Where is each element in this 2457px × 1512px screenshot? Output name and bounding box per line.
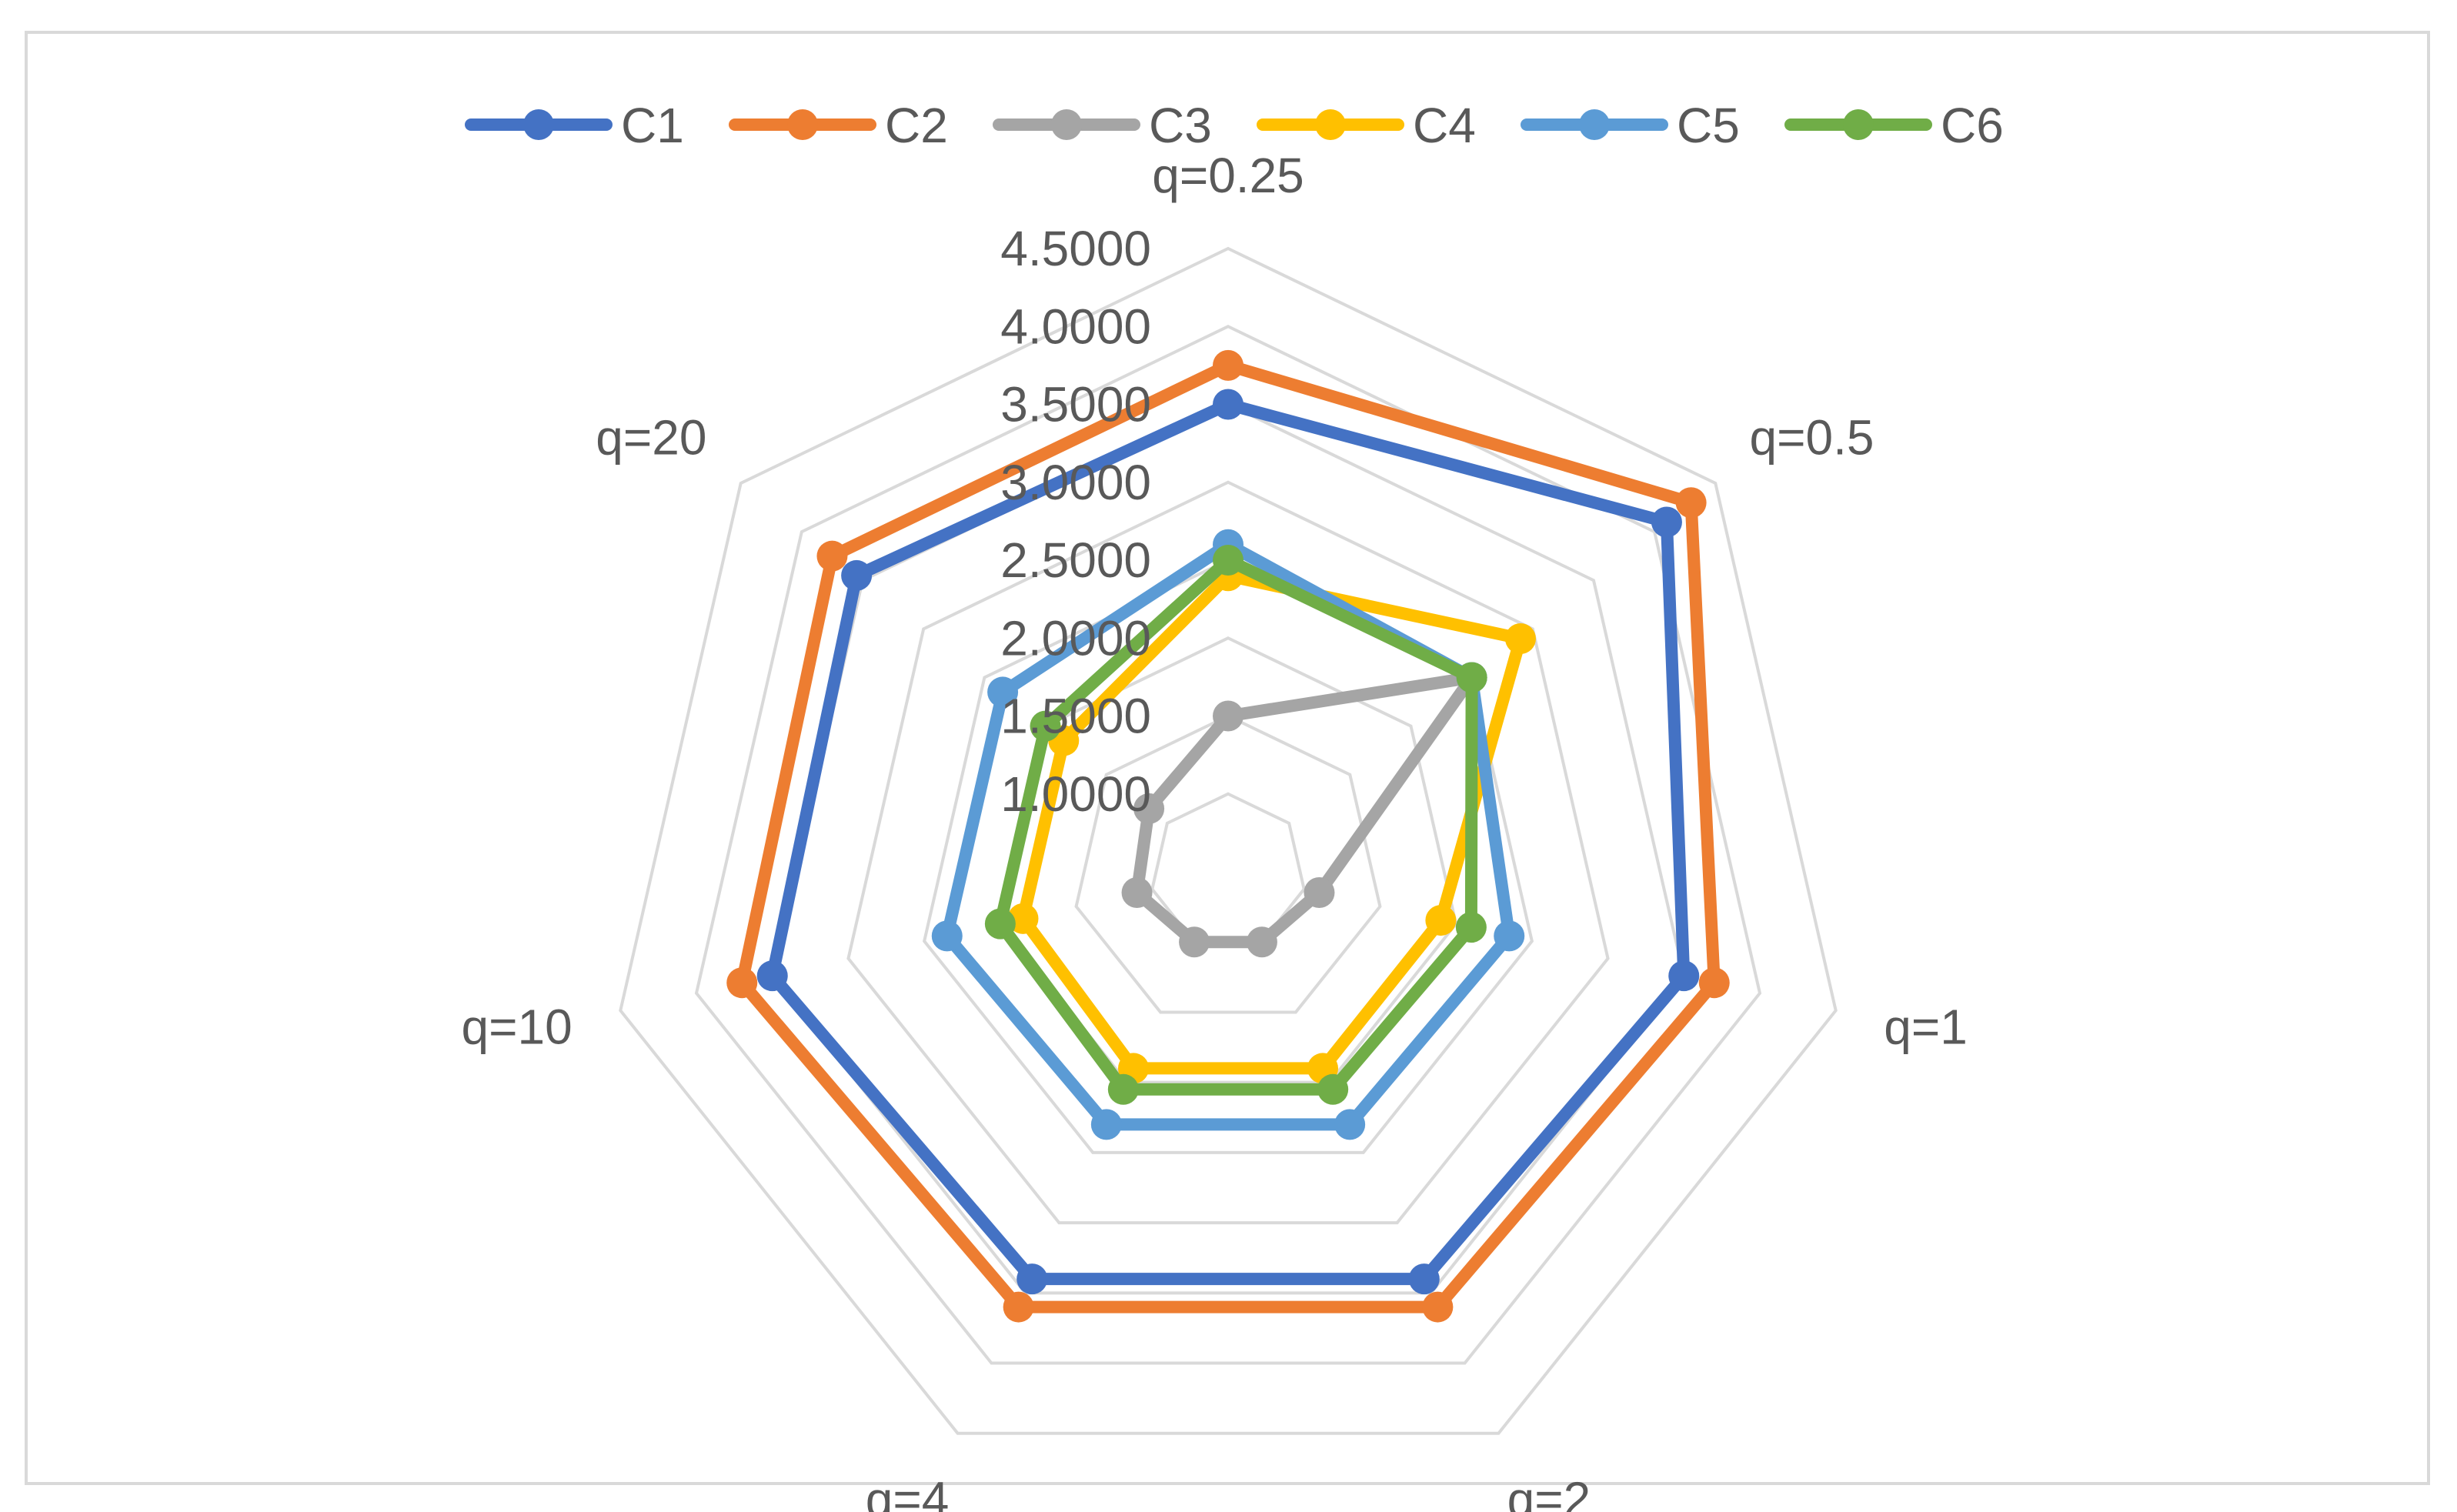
data-point: [1003, 1291, 1034, 1323]
data-point: [841, 559, 873, 591]
series-c6: [984, 545, 1487, 1105]
grid-ring: [619, 246, 1838, 1435]
data-point: [816, 540, 848, 572]
data-point: [1304, 877, 1335, 909]
radial-tick-label: 4.5000: [1000, 221, 1151, 276]
data-point: [726, 967, 758, 999]
legend-item-c4: C4: [1257, 98, 1476, 153]
data-point: [1317, 1073, 1349, 1105]
legend-swatch-marker: [1315, 109, 1346, 140]
series-c1: [756, 389, 1700, 1295]
radial-tick-label: 3.0000: [1000, 455, 1151, 510]
legend-label: C6: [1941, 98, 2004, 153]
grid-ring: [1074, 714, 1382, 1014]
data-point: [984, 908, 1016, 940]
legend-item-c3: C3: [993, 98, 1212, 153]
category-label: q=0.5: [1750, 410, 1874, 466]
chart-frame: [25, 31, 2430, 1485]
data-point: [1422, 1291, 1454, 1323]
legend-swatch-marker: [1843, 109, 1874, 140]
data-point: [1456, 662, 1487, 693]
series-line: [736, 359, 1721, 1313]
legend-swatch-marker: [523, 109, 554, 140]
legend-item-c1: C1: [465, 98, 684, 153]
legend-item-c6: C6: [1784, 98, 2004, 153]
legend-label: C2: [885, 98, 948, 153]
series-line: [1130, 671, 1478, 949]
data-point: [931, 920, 963, 952]
data-point: [1017, 1263, 1048, 1295]
series-c4: [1007, 560, 1536, 1084]
data-point: [1455, 912, 1487, 943]
data-point: [1213, 349, 1244, 381]
data-point: [1090, 1109, 1122, 1140]
grid-ring: [846, 480, 1610, 1225]
legend-swatch-marker: [787, 109, 818, 140]
category-label: q=10: [462, 999, 573, 1054]
series-line: [1017, 569, 1527, 1075]
radial-tick-label: 1.5000: [1000, 689, 1151, 744]
radial-tick-label: 2.0000: [1000, 610, 1151, 666]
legend-item-c2: C2: [729, 98, 948, 153]
category-label: q=2: [1507, 1471, 1591, 1512]
category-label: q=1: [1884, 999, 1968, 1054]
series-layer: [726, 349, 1730, 1323]
series-line: [993, 554, 1478, 1096]
data-point: [1668, 960, 1700, 992]
legend-item-c5: C5: [1521, 98, 1740, 153]
data-point: [1213, 389, 1244, 420]
legend-swatch-marker: [1051, 109, 1082, 140]
data-point: [1213, 545, 1244, 576]
radial-tick-label: 3.5000: [1000, 377, 1151, 432]
category-label: q=4: [866, 1471, 950, 1512]
data-point: [1133, 793, 1165, 824]
legend: C1 C2 C3 C4 C5 C6: [465, 98, 2004, 153]
legend-label: C3: [1149, 98, 1212, 153]
data-point: [756, 960, 788, 992]
data-point: [987, 676, 1019, 708]
data-point: [1246, 926, 1277, 958]
category-label: q=20: [596, 410, 706, 466]
radial-tick-labels: 1.0000 1.5000 2.0000 2.5000 3.0000 3.5000 4.00…: [1000, 221, 1151, 822]
data-point: [1121, 877, 1153, 909]
data-point: [1675, 487, 1707, 519]
category-labels: q=0.25 q=0.5 q=1 q=2 q=4 q=10 q=20: [462, 148, 1968, 1512]
radial-tick-label: 4.0000: [1000, 299, 1151, 354]
legend-swatch-marker: [1579, 109, 1610, 140]
legend-label: C4: [1413, 98, 1476, 153]
data-point: [1504, 622, 1536, 654]
radial-tick-label: 1.0000: [1000, 766, 1151, 822]
series-line: [940, 538, 1516, 1131]
data-point: [1334, 1109, 1366, 1140]
series-line: [766, 398, 1691, 1286]
data-point: [1408, 1263, 1440, 1295]
data-point: [1030, 710, 1061, 742]
data-point: [1213, 700, 1244, 732]
legend-label: C1: [621, 98, 684, 153]
series-c2: [726, 349, 1730, 1323]
data-point: [1698, 967, 1730, 999]
data-point: [1179, 926, 1210, 958]
radial-tick-label: 2.5000: [1000, 532, 1151, 588]
legend-label: C5: [1677, 98, 1740, 153]
data-point: [1651, 506, 1682, 538]
series-c5: [931, 529, 1525, 1140]
data-point: [1494, 920, 1525, 952]
category-label: q=0.25: [1152, 148, 1304, 203]
data-point: [1425, 905, 1457, 936]
data-point: [1107, 1073, 1139, 1105]
